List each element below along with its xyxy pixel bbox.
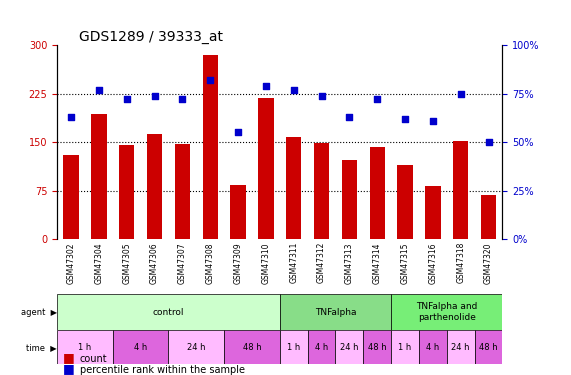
FancyBboxPatch shape — [280, 294, 391, 330]
FancyBboxPatch shape — [391, 330, 419, 364]
FancyBboxPatch shape — [57, 330, 112, 364]
Point — [484, 139, 493, 145]
Text: GSM47320: GSM47320 — [484, 242, 493, 284]
FancyBboxPatch shape — [363, 330, 391, 364]
Text: GSM47307: GSM47307 — [178, 242, 187, 284]
Point — [178, 96, 187, 102]
Bar — [230, 185, 246, 239]
Text: GDS1289 / 39333_at: GDS1289 / 39333_at — [79, 30, 223, 44]
Text: GSM47310: GSM47310 — [262, 242, 271, 284]
Text: 24 h: 24 h — [187, 342, 206, 351]
Text: GSM47313: GSM47313 — [345, 242, 354, 284]
FancyBboxPatch shape — [475, 330, 502, 364]
Text: 48 h: 48 h — [479, 342, 498, 351]
Bar — [286, 137, 301, 239]
Bar — [63, 155, 79, 239]
Text: GSM47315: GSM47315 — [400, 242, 409, 284]
Text: 1 h: 1 h — [78, 342, 91, 351]
Text: 4 h: 4 h — [134, 342, 147, 351]
Text: 1 h: 1 h — [399, 342, 412, 351]
Bar — [119, 146, 134, 239]
Text: control: control — [152, 308, 184, 316]
Text: 48 h: 48 h — [368, 342, 387, 351]
Bar — [203, 55, 218, 239]
Point — [400, 116, 409, 122]
Point — [94, 87, 103, 93]
Point — [428, 118, 437, 124]
FancyBboxPatch shape — [391, 294, 502, 330]
Text: 24 h: 24 h — [452, 342, 470, 351]
FancyBboxPatch shape — [335, 330, 363, 364]
Text: ■: ■ — [63, 351, 75, 364]
Bar — [258, 98, 274, 239]
FancyBboxPatch shape — [308, 330, 335, 364]
Point — [345, 114, 354, 120]
Bar — [91, 114, 107, 239]
Text: 1 h: 1 h — [287, 342, 300, 351]
Text: GSM47304: GSM47304 — [94, 242, 103, 284]
Point — [150, 93, 159, 99]
Text: TNFalpha and
parthenolide: TNFalpha and parthenolide — [416, 303, 477, 322]
Text: GSM47305: GSM47305 — [122, 242, 131, 284]
FancyBboxPatch shape — [447, 330, 475, 364]
Text: GSM47316: GSM47316 — [428, 242, 437, 284]
Text: 4 h: 4 h — [315, 342, 328, 351]
Point — [317, 93, 326, 99]
Text: percentile rank within the sample: percentile rank within the sample — [80, 365, 245, 375]
Text: 24 h: 24 h — [340, 342, 359, 351]
Text: 4 h: 4 h — [427, 342, 440, 351]
Bar — [341, 160, 357, 239]
Text: GSM47306: GSM47306 — [150, 242, 159, 284]
Point — [66, 114, 75, 120]
FancyBboxPatch shape — [224, 330, 280, 364]
Point — [456, 91, 465, 97]
FancyBboxPatch shape — [112, 330, 168, 364]
Text: GSM47312: GSM47312 — [317, 242, 326, 284]
FancyBboxPatch shape — [280, 330, 308, 364]
Bar — [453, 141, 468, 239]
Bar — [369, 147, 385, 239]
Bar — [314, 144, 329, 239]
Text: GSM47302: GSM47302 — [66, 242, 75, 284]
Text: GSM47309: GSM47309 — [234, 242, 243, 284]
Bar — [425, 186, 441, 239]
Point — [373, 96, 382, 102]
Text: GSM47318: GSM47318 — [456, 242, 465, 284]
Point — [262, 83, 271, 89]
Text: TNFalpha: TNFalpha — [315, 308, 356, 316]
Point — [234, 129, 243, 135]
FancyBboxPatch shape — [419, 330, 447, 364]
Text: GSM47308: GSM47308 — [206, 242, 215, 284]
Text: GSM47314: GSM47314 — [373, 242, 382, 284]
Point — [206, 77, 215, 83]
Bar — [397, 165, 413, 239]
Bar — [481, 195, 496, 239]
Text: GSM47311: GSM47311 — [289, 242, 298, 284]
Bar — [147, 134, 162, 239]
Text: count: count — [80, 354, 107, 364]
FancyBboxPatch shape — [57, 294, 280, 330]
Text: agent  ▶: agent ▶ — [21, 308, 57, 316]
Bar — [175, 144, 190, 239]
Text: 48 h: 48 h — [243, 342, 262, 351]
Text: ■: ■ — [63, 362, 75, 375]
Point — [289, 87, 298, 93]
Text: time  ▶: time ▶ — [26, 342, 57, 351]
FancyBboxPatch shape — [168, 330, 224, 364]
Point — [122, 96, 131, 102]
